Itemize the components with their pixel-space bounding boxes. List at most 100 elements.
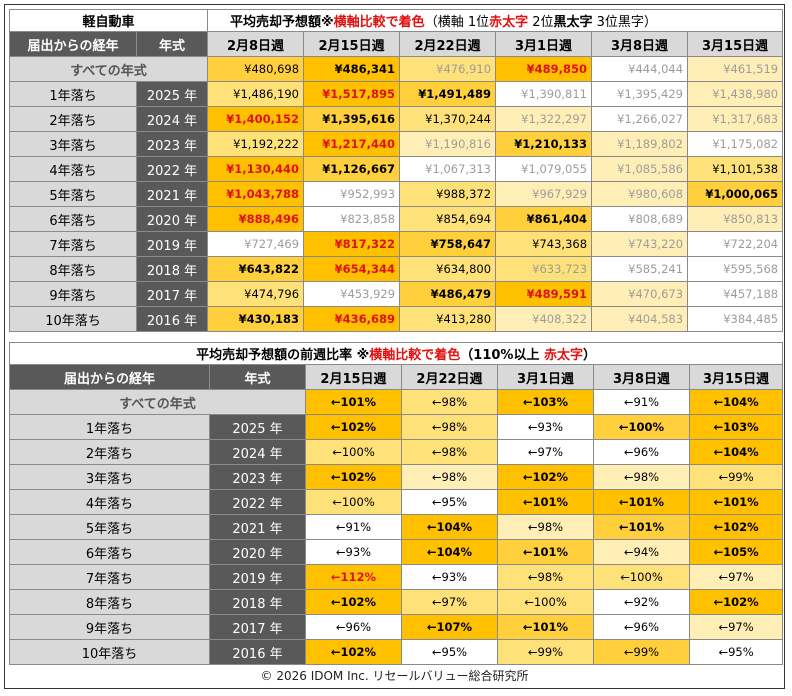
- ratio-legend-prefix: （110%以上: [460, 348, 544, 363]
- ratio-cell: ←92%: [593, 589, 690, 615]
- report-frame: 軽自動車 平均売却予想額※横軸比較で着色（横軸 1位赤太字 2位黒太字 3位黒字）…: [4, 4, 785, 689]
- age-label: 3年落ち: [9, 464, 210, 490]
- model-year: 2019 年: [209, 564, 306, 590]
- table-row: 1年落ち 2025 年 ¥1,486,190 ¥1,517,895 ¥1,491,489…: [9, 81, 784, 107]
- price-cell: ¥823,858: [303, 206, 401, 232]
- price-cell: ¥480,698: [207, 56, 305, 82]
- model-year: 2023 年: [135, 131, 209, 157]
- table-row: 9年落ち 2017 年 ←96% ←107% ←101% ←96% ←97%: [9, 614, 784, 640]
- price-cell: ¥1,517,895: [303, 81, 401, 107]
- table-row: 10年落ち 2016 年 ←102% ←95% ←99% ←99% ←95%: [9, 639, 784, 665]
- table-row: 3年落ち 2023 年 ←102% ←98% ←102% ←98% ←99%: [9, 464, 784, 490]
- price-cell: ¥585,241: [591, 256, 689, 282]
- title-note-red: 横軸比較で着色: [333, 15, 425, 30]
- ratio-cell: ←95%: [401, 489, 498, 515]
- price-cell: ¥476,910: [399, 56, 497, 82]
- model-year: 2017 年: [135, 281, 209, 307]
- ratio-cell: ←101%: [593, 514, 690, 540]
- price-cell: ¥1,491,489: [399, 81, 497, 107]
- legend-post: 3位黒字）: [592, 15, 657, 30]
- ratio-cell: ←101%: [305, 389, 402, 415]
- price-cell: ¥758,647: [399, 231, 497, 257]
- title-row: 平均売却予想額の前週比率 ※横軸比較で着色（110%以上 赤太字）: [8, 342, 784, 365]
- ratio-cell: ←102%: [305, 589, 402, 615]
- ratio-cell: ←93%: [305, 539, 402, 565]
- model-year: 2021 年: [209, 514, 306, 540]
- price-cell: ¥1,395,616: [303, 106, 401, 132]
- ratio-cell: ←101%: [497, 614, 594, 640]
- ratio-cell: ←102%: [497, 464, 594, 490]
- ratio-cell: ←102%: [305, 414, 402, 440]
- model-year: 2019 年: [135, 231, 209, 257]
- ratio-cell: ←100%: [305, 489, 402, 515]
- price-cell: ¥1,130,440: [207, 156, 305, 182]
- ratio-cell: ←95%: [401, 639, 498, 665]
- ratio-cell: ←93%: [401, 564, 498, 590]
- table-row: 8年落ち 2018 年 ¥643,822 ¥654,344 ¥634,800 ¥633,7…: [9, 256, 784, 282]
- table-row: 7年落ち 2019 年 ←112% ←93% ←98% ←100% ←97%: [9, 564, 784, 590]
- price-cell: ¥1,400,152: [207, 106, 305, 132]
- model-year: 2020 年: [135, 206, 209, 232]
- table-row: 4年落ち 2022 年 ←100% ←95% ←101% ←101% ←101%: [9, 489, 784, 515]
- column-header-week: 3月8日週: [593, 364, 690, 390]
- table-title: 平均売却予想額※横軸比較で着色（横軸 1位赤太字 2位黒太字 3位黒字）: [207, 9, 784, 32]
- model-year: 2018 年: [135, 256, 209, 282]
- age-label: 7年落ち: [9, 231, 137, 257]
- age-label: 1年落ち: [9, 414, 210, 440]
- ratio-cell: ←96%: [593, 439, 690, 465]
- column-header-age: 届出からの経年: [9, 364, 210, 390]
- price-cell: ¥1,067,313: [399, 156, 497, 182]
- price-cell: ¥1,189,802: [591, 131, 689, 157]
- ratio-cell: ←97%: [497, 439, 594, 465]
- price-cell: ¥453,929: [303, 281, 401, 307]
- model-year: 2023 年: [209, 464, 306, 490]
- price-cell: ¥1,126,667: [303, 156, 401, 182]
- age-label: 8年落ち: [9, 589, 210, 615]
- price-cell: ¥1,000,065: [687, 181, 784, 207]
- price-cell: ¥474,796: [207, 281, 305, 307]
- table-row: 2年落ち 2024 年 ¥1,400,152 ¥1,395,616 ¥1,370,244…: [9, 106, 784, 132]
- legend-prefix: （横軸 1位: [424, 15, 490, 30]
- ratio-cell: ←98%: [593, 464, 690, 490]
- ratio-cell: ←99%: [688, 464, 784, 490]
- column-header-week: 2月22日週: [399, 31, 497, 57]
- ratio-cell: ←101%: [593, 489, 690, 515]
- column-header-year: 年式: [209, 364, 306, 390]
- price-cell: ¥489,591: [495, 281, 593, 307]
- table-row: 2年落ち 2024 年 ←100% ←98% ←97% ←96% ←104%: [9, 439, 784, 465]
- ratio-cell: ←100%: [497, 589, 594, 615]
- table-row: 1年落ち 2025 年 ←102% ←98% ←93% ←100% ←103%: [9, 414, 784, 440]
- price-cell: ¥430,183: [207, 306, 305, 332]
- column-header-year: 年式: [135, 31, 209, 57]
- ratio-cell: ←102%: [305, 464, 402, 490]
- section-title-kei: 軽自動車: [8, 9, 209, 32]
- ratio-cell: ←93%: [497, 414, 594, 440]
- price-cell: ¥457,188: [687, 281, 784, 307]
- price-cell: ¥486,341: [303, 56, 401, 82]
- price-cell: ¥1,192,222: [207, 131, 305, 157]
- price-cell: ¥595,568: [687, 256, 784, 282]
- model-year: 2021 年: [135, 181, 209, 207]
- table-row: 10年落ち 2016 年 ¥430,183 ¥436,689 ¥413,280 ¥408,…: [9, 306, 784, 332]
- ratio-cell: ←97%: [401, 589, 498, 615]
- resale-price-table: 軽自動車 平均売却予想額※横軸比較で着色（横軸 1位赤太字 2位黒太字 3位黒字）…: [8, 9, 784, 332]
- price-cell: ¥850,813: [687, 206, 784, 232]
- table-row: 5年落ち 2021 年 ←91% ←104% ←98% ←101% ←102%: [9, 514, 784, 540]
- table-row: 6年落ち 2020 年 ¥888,496 ¥823,858 ¥854,694 ¥861,4…: [9, 206, 784, 232]
- price-cell: ¥1,322,297: [495, 106, 593, 132]
- ratio-cell: ←98%: [497, 564, 594, 590]
- column-header-week: 2月15日週: [303, 31, 401, 57]
- age-label: 6年落ち: [9, 206, 137, 232]
- price-cell: ¥1,395,429: [591, 81, 689, 107]
- age-label: 9年落ち: [9, 614, 210, 640]
- title-row: 軽自動車 平均売却予想額※横軸比較で着色（横軸 1位赤太字 2位黒太字 3位黒字）: [8, 9, 784, 32]
- price-cell: ¥888,496: [207, 206, 305, 232]
- ratio-cell: ←103%: [688, 414, 784, 440]
- model-year: 2022 年: [135, 156, 209, 182]
- ratio-cell: ←104%: [688, 389, 784, 415]
- ratio-cell: ←104%: [688, 439, 784, 465]
- table-row: 4年落ち 2022 年 ¥1,130,440 ¥1,126,667 ¥1,067,313…: [9, 156, 784, 182]
- legend-red: 赤太字: [489, 15, 529, 30]
- ratio-cell: ←95%: [688, 639, 784, 665]
- age-label: 4年落ち: [9, 489, 210, 515]
